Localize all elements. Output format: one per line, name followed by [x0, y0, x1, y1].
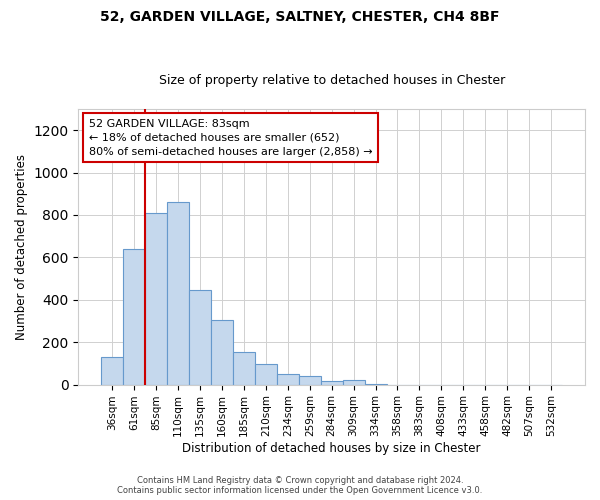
Bar [101, 357, 124, 384]
Bar [321, 382, 343, 384]
Bar [189, 290, 211, 384]
Text: 52 GARDEN VILLAGE: 83sqm
← 18% of detached houses are smaller (652)
80% of semi-: 52 GARDEN VILLAGE: 83sqm ← 18% of detach… [89, 118, 372, 156]
Text: Contains HM Land Registry data © Crown copyright and database right 2024.
Contai: Contains HM Land Registry data © Crown c… [118, 476, 482, 495]
Title: Size of property relative to detached houses in Chester: Size of property relative to detached ho… [158, 74, 505, 87]
Bar [167, 202, 189, 384]
Bar [299, 376, 321, 384]
Bar [255, 364, 277, 384]
Text: 52, GARDEN VILLAGE, SALTNEY, CHESTER, CH4 8BF: 52, GARDEN VILLAGE, SALTNEY, CHESTER, CH… [100, 10, 500, 24]
Y-axis label: Number of detached properties: Number of detached properties [15, 154, 28, 340]
Bar [124, 249, 145, 384]
Bar [233, 352, 255, 384]
Bar [343, 380, 365, 384]
Bar [145, 213, 167, 384]
Bar [277, 374, 299, 384]
Bar [211, 320, 233, 384]
X-axis label: Distribution of detached houses by size in Chester: Distribution of detached houses by size … [182, 442, 481, 455]
